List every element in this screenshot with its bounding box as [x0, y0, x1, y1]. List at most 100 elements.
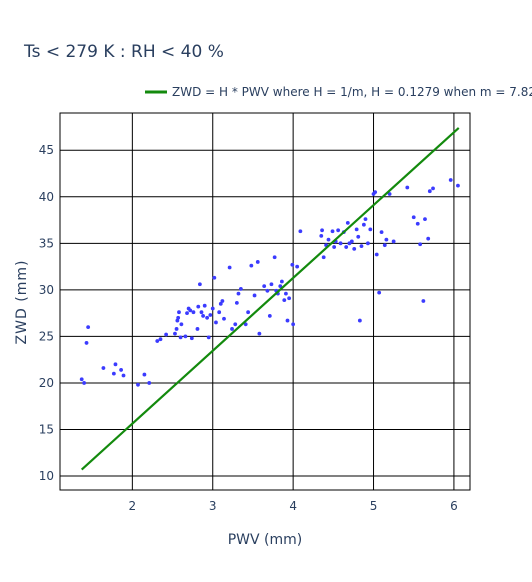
data-point	[279, 279, 284, 284]
x-tick-label: 6	[450, 499, 458, 513]
y-tick-label: 25	[39, 329, 54, 343]
data-point	[136, 382, 140, 387]
y-tick-label: 15	[39, 422, 54, 436]
data-point	[285, 318, 290, 323]
data-point	[155, 339, 160, 343]
data-point	[177, 310, 181, 315]
x-tick-label: 5	[370, 499, 378, 513]
data-point	[214, 320, 218, 325]
data-point	[158, 337, 163, 342]
y-tick-label: 35	[39, 236, 54, 250]
y-tick-labels: 10 15 20 25 30 35 40 45	[39, 143, 54, 483]
data-point	[236, 291, 241, 296]
data-point	[220, 299, 225, 303]
data-point	[84, 341, 89, 345]
data-point	[336, 228, 341, 233]
data-point	[373, 190, 378, 195]
data-point	[291, 322, 296, 327]
legend[interactable]: ZWD = H * PWV where H = 1/m, H = 0.1279 …	[145, 85, 532, 99]
data-point	[238, 287, 243, 291]
data-point	[374, 252, 379, 257]
chart-title: Ts < 279 K : RH < 40 %	[23, 42, 224, 62]
data-point	[189, 336, 194, 341]
data-point	[262, 284, 267, 289]
data-point	[178, 335, 183, 340]
data-point	[196, 304, 201, 309]
data-point	[423, 217, 427, 222]
data-point	[345, 220, 350, 225]
data-point	[234, 300, 239, 305]
y-axis-label: ZWD (mm)	[14, 260, 30, 345]
data-point	[212, 275, 217, 280]
data-points	[79, 178, 460, 387]
plot-frame	[59, 112, 471, 491]
data-point	[338, 241, 343, 246]
data-point	[427, 189, 432, 194]
data-point	[121, 373, 126, 378]
data-point	[448, 178, 453, 182]
data-point	[217, 310, 222, 315]
data-point	[199, 310, 204, 315]
data-point	[173, 331, 177, 336]
data-point	[82, 381, 87, 385]
data-point	[257, 331, 262, 336]
data-point	[278, 284, 283, 289]
data-point	[330, 229, 335, 234]
data-point	[191, 310, 196, 315]
data-point	[332, 245, 337, 249]
data-point	[249, 263, 254, 268]
data-point	[79, 377, 84, 382]
x-tick-label: 2	[129, 499, 137, 513]
data-point	[387, 192, 392, 196]
data-point	[298, 229, 303, 234]
data-point	[319, 233, 324, 238]
data-point	[210, 306, 215, 311]
data-point	[147, 381, 152, 385]
data-point	[267, 314, 272, 318]
legend-label: ZWD = H * PWV where H = 1/m, H = 0.1279 …	[172, 85, 532, 99]
data-point	[415, 221, 420, 226]
data-point	[208, 313, 213, 317]
data-point	[405, 185, 410, 190]
data-point	[183, 334, 188, 339]
data-point	[352, 247, 357, 251]
data-point	[421, 299, 426, 303]
data-point	[344, 245, 349, 249]
data-point	[382, 243, 387, 248]
fit-line-layer	[80, 127, 460, 471]
data-point	[411, 215, 416, 220]
y-tick-label: 45	[39, 143, 54, 157]
data-point	[321, 255, 326, 260]
data-point	[377, 290, 382, 295]
data-point	[188, 308, 193, 313]
data-point	[206, 335, 211, 340]
data-point	[201, 314, 205, 318]
x-tick-label: 4	[289, 499, 297, 513]
data-point	[246, 310, 251, 315]
data-point	[282, 298, 287, 303]
data-point	[174, 327, 179, 331]
data-point	[195, 327, 200, 331]
y-tick-label: 20	[39, 376, 54, 390]
data-point	[284, 291, 288, 296]
data-point	[142, 372, 147, 377]
data-point	[368, 227, 373, 232]
data-point	[243, 322, 248, 327]
data-point	[456, 183, 460, 188]
data-point	[426, 236, 431, 241]
data-point	[197, 282, 202, 287]
data-point	[357, 318, 362, 323]
data-point	[384, 237, 389, 242]
x-tick-labels: 2 3 4 5 6	[129, 499, 458, 513]
data-point	[86, 325, 91, 329]
data-point	[379, 230, 384, 235]
data-point	[113, 362, 118, 367]
data-point	[227, 265, 232, 270]
data-point	[176, 315, 181, 320]
y-tick-label: 10	[39, 469, 54, 483]
x-tick-label: 3	[209, 499, 217, 513]
data-point	[202, 303, 207, 308]
data-point	[111, 371, 116, 376]
fit-line	[80, 127, 460, 471]
